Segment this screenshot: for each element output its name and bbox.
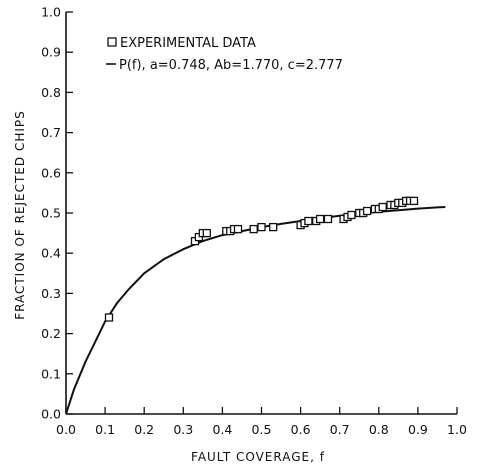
x-axis-label: FAULT COVERAGE, f bbox=[191, 450, 325, 464]
x-tick-label: 1.0 bbox=[447, 422, 467, 437]
x-tick-label: 0.3 bbox=[173, 422, 193, 437]
y-tick-label: 0.0 bbox=[41, 407, 61, 422]
x-tick-label: 0.1 bbox=[95, 422, 115, 437]
data-point bbox=[323, 214, 333, 224]
y-tick-label: 0.5 bbox=[41, 206, 61, 221]
y-tick-label: 0.9 bbox=[41, 45, 61, 60]
data-point bbox=[304, 216, 313, 226]
x-tick-label: 0.5 bbox=[252, 422, 272, 437]
x-tick-label: 0.6 bbox=[291, 422, 311, 437]
data-point bbox=[362, 206, 372, 216]
x-tick-label: 0.7 bbox=[330, 422, 350, 437]
y-tick-label: 0.3 bbox=[41, 286, 61, 301]
data-point bbox=[347, 210, 356, 220]
x-tick-label: 0.2 bbox=[134, 422, 154, 437]
axis-ticks: 0.0 0.1 0.2 0.3 0.4 0.5 0.6 0.7 0.8 0.9 1.0 0.0 0.1 0… bbox=[41, 5, 467, 438]
x-tick-label: 0.9 bbox=[408, 422, 428, 437]
data-point bbox=[202, 228, 211, 238]
data-point bbox=[104, 313, 114, 322]
data-points bbox=[104, 196, 419, 322]
y-tick-label: 0.8 bbox=[41, 85, 61, 100]
legend-marker-square bbox=[107, 37, 117, 47]
y-tick-label: 0.2 bbox=[41, 326, 61, 341]
y-tick-label: 0.4 bbox=[41, 246, 61, 261]
model-curve bbox=[65, 206, 446, 415]
legend-label-data: EXPERIMENTAL DATA bbox=[120, 36, 256, 51]
x-tick-label: 0.8 bbox=[369, 422, 389, 437]
data-point bbox=[409, 196, 419, 206]
data-point bbox=[378, 202, 387, 212]
y-tick-label: 0.7 bbox=[41, 125, 61, 140]
y-axis-label: FRACTION OF REJECTED CHIPS bbox=[13, 110, 27, 320]
legend-label-curve: P(f), a=0.748, Ab=1.770, c=2.777 bbox=[119, 58, 343, 73]
y-tick-label: 0.6 bbox=[41, 165, 61, 180]
data-point bbox=[269, 222, 278, 232]
data-point bbox=[233, 224, 243, 234]
y-tick-label: 0.1 bbox=[41, 366, 61, 381]
x-tick-label: 0.0 bbox=[56, 422, 76, 437]
legend: EXPERIMENTAL DATA P(f), a=0.748, Ab=1.770… bbox=[106, 36, 343, 73]
data-point bbox=[315, 214, 325, 224]
y-tick-label: 1.0 bbox=[41, 5, 61, 20]
model-curve-line bbox=[65, 206, 446, 415]
x-tick-label: 0.4 bbox=[212, 422, 232, 437]
data-point bbox=[257, 222, 266, 232]
data-point bbox=[249, 224, 258, 234]
